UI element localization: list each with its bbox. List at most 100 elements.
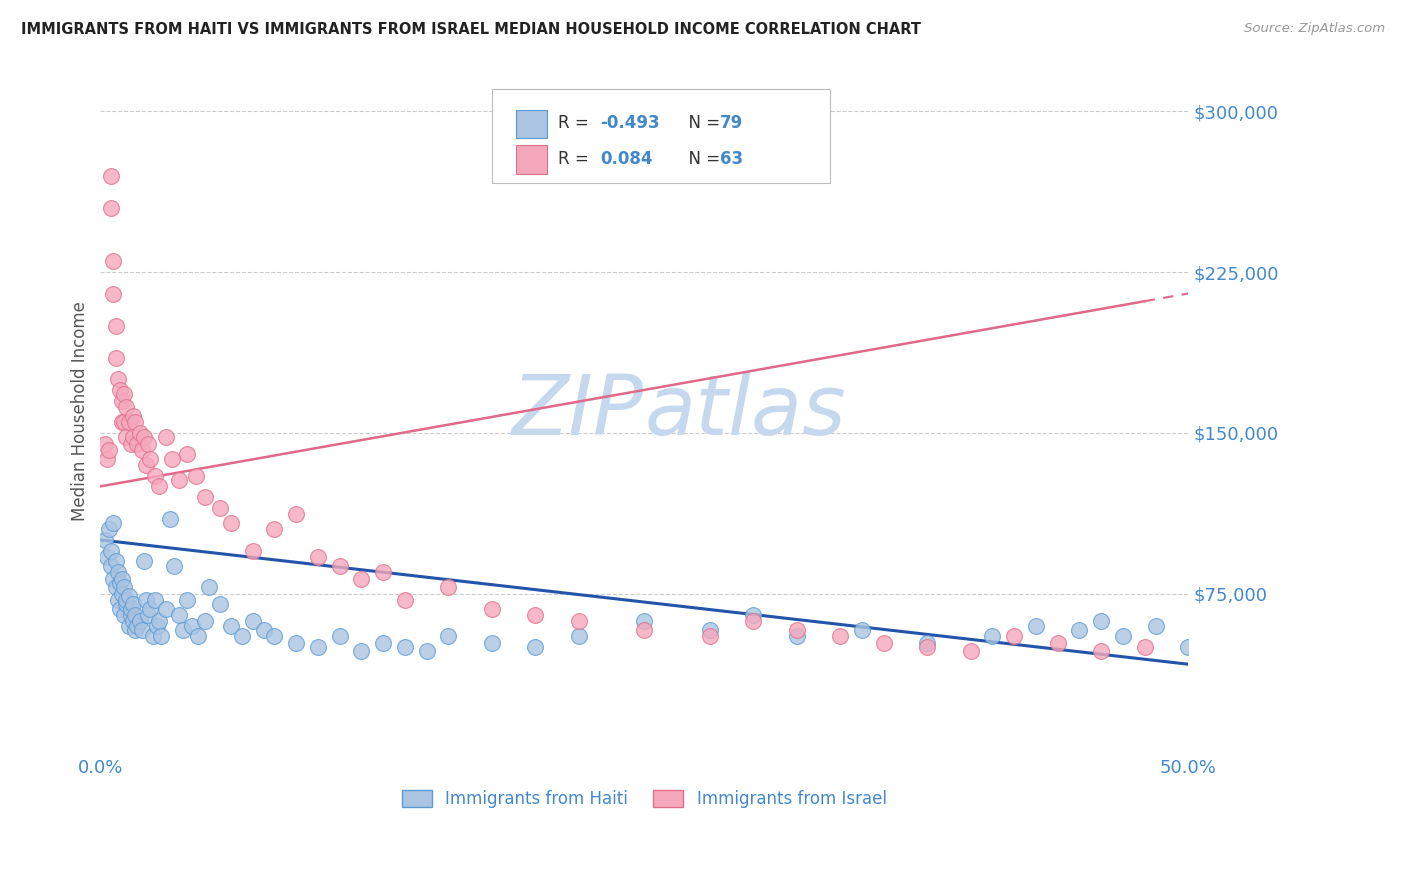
Point <box>136 607 159 622</box>
Point <box>176 593 198 607</box>
Text: IMMIGRANTS FROM HAITI VS IMMIGRANTS FROM ISRAEL MEDIAN HOUSEHOLD INCOME CORRELAT: IMMIGRANTS FROM HAITI VS IMMIGRANTS FROM… <box>21 22 921 37</box>
Text: R =: R = <box>558 114 595 132</box>
Point <box>96 550 118 565</box>
Point <box>120 436 142 450</box>
Text: 63: 63 <box>720 150 742 168</box>
Point <box>120 607 142 622</box>
Point <box>252 623 274 637</box>
Point <box>100 543 122 558</box>
Point <box>160 451 183 466</box>
Text: -0.493: -0.493 <box>600 114 659 132</box>
Point <box>633 615 655 629</box>
Point <box>104 554 127 568</box>
Point <box>872 636 894 650</box>
Point <box>981 629 1004 643</box>
Point <box>103 254 125 268</box>
Point <box>350 572 373 586</box>
Point <box>742 615 765 629</box>
Point <box>1144 618 1167 632</box>
Point <box>437 629 460 643</box>
Point <box>100 201 122 215</box>
Point <box>107 593 129 607</box>
Point <box>117 415 139 429</box>
Point <box>148 479 170 493</box>
Point <box>167 473 190 487</box>
Y-axis label: Median Household Income: Median Household Income <box>72 301 89 521</box>
Point <box>208 597 231 611</box>
Point <box>103 572 125 586</box>
Text: atlas: atlas <box>644 371 846 452</box>
Point <box>107 565 129 579</box>
Text: R =: R = <box>558 150 599 168</box>
Point <box>108 575 131 590</box>
Point <box>915 636 938 650</box>
Point <box>568 629 591 643</box>
Point <box>219 618 242 632</box>
Point <box>108 601 131 615</box>
Point <box>103 516 125 530</box>
Point <box>524 640 547 654</box>
Point <box>100 169 122 183</box>
Point <box>117 618 139 632</box>
Point <box>187 629 209 643</box>
Point <box>1177 640 1199 654</box>
Point <box>139 451 162 466</box>
Point <box>568 615 591 629</box>
Legend: Immigrants from Haiti, Immigrants from Israel: Immigrants from Haiti, Immigrants from I… <box>395 783 893 814</box>
Point <box>93 533 115 547</box>
Text: Source: ZipAtlas.com: Source: ZipAtlas.com <box>1244 22 1385 36</box>
Point <box>115 400 138 414</box>
Point <box>146 618 169 632</box>
Point <box>263 522 285 536</box>
Point <box>184 468 207 483</box>
Point <box>194 615 217 629</box>
Text: N =: N = <box>678 114 725 132</box>
Point <box>104 580 127 594</box>
Point <box>120 601 142 615</box>
Point <box>350 644 373 658</box>
Point <box>155 430 177 444</box>
Point <box>159 511 181 525</box>
Point <box>98 442 121 457</box>
Point <box>194 490 217 504</box>
Point <box>242 615 264 629</box>
Point <box>122 409 145 423</box>
Point <box>699 629 721 643</box>
Point <box>307 550 329 565</box>
Point <box>132 430 155 444</box>
Point <box>828 629 851 643</box>
Point <box>131 623 153 637</box>
Point <box>122 615 145 629</box>
Point <box>115 597 138 611</box>
Point <box>122 597 145 611</box>
Point <box>139 601 162 615</box>
Point <box>1090 644 1112 658</box>
Point <box>124 415 146 429</box>
Point <box>1133 640 1156 654</box>
Point <box>172 623 194 637</box>
Point <box>117 589 139 603</box>
Point <box>198 580 221 594</box>
Point <box>415 644 437 658</box>
Point <box>481 601 503 615</box>
Point <box>307 640 329 654</box>
Point <box>208 500 231 515</box>
Point <box>127 436 149 450</box>
Point <box>437 580 460 594</box>
Point <box>122 430 145 444</box>
Point <box>481 636 503 650</box>
Point <box>231 629 253 643</box>
Point <box>100 558 122 573</box>
Point <box>127 618 149 632</box>
Text: ZIP: ZIP <box>512 371 644 452</box>
Point <box>524 607 547 622</box>
Text: N =: N = <box>678 150 725 168</box>
Point <box>136 436 159 450</box>
Point <box>103 286 125 301</box>
Point <box>112 607 135 622</box>
Point <box>111 393 134 408</box>
Point <box>1002 629 1025 643</box>
Point <box>373 565 395 579</box>
Point <box>143 593 166 607</box>
Point <box>1046 636 1069 650</box>
